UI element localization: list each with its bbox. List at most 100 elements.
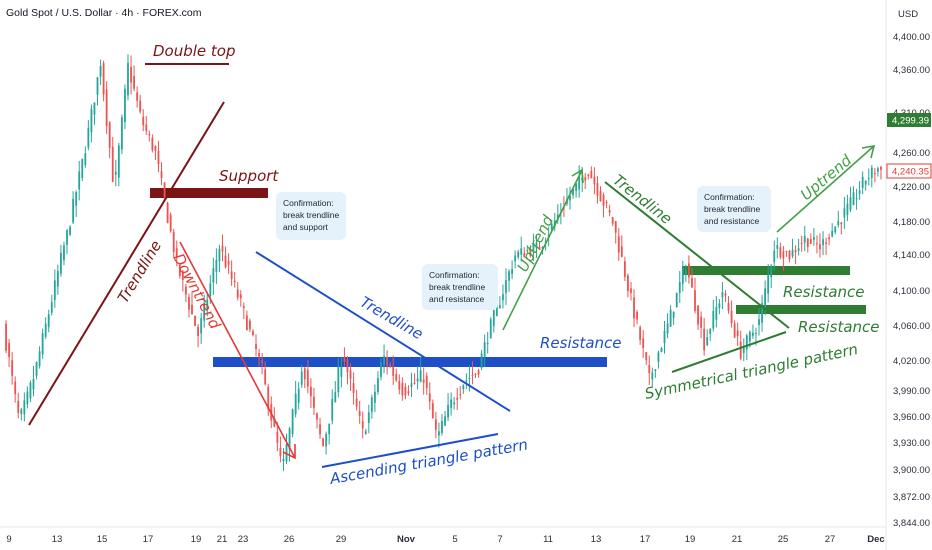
support-zone[interactable] xyxy=(150,188,268,198)
candle-body xyxy=(212,268,215,283)
resistance-zone-mid[interactable] xyxy=(213,357,607,367)
candle-body xyxy=(136,92,139,101)
candle-body xyxy=(858,190,861,194)
price-badge-last-text: 4,240.35 xyxy=(892,167,929,178)
resistance-zone-r2[interactable] xyxy=(736,305,866,314)
candle-body xyxy=(398,381,401,390)
callout-2[interactable]: Confirmation: break trendline and resist… xyxy=(422,264,498,310)
candle-body xyxy=(261,360,264,364)
ascending-triangle-line[interactable] xyxy=(321,433,499,468)
candle-body xyxy=(508,271,510,281)
candle-body xyxy=(389,364,392,367)
candle-body xyxy=(694,290,696,311)
candle-body xyxy=(361,421,364,429)
candle-body xyxy=(498,305,501,308)
candle-body xyxy=(739,341,742,359)
candle-body xyxy=(852,192,855,205)
price-tick-label: 4,260.00 xyxy=(893,148,930,159)
price-tick-label: 4,020.00 xyxy=(893,356,930,367)
candle-body xyxy=(761,303,763,323)
symmetrical-triangle-line[interactable] xyxy=(671,331,787,373)
candle-body xyxy=(105,89,108,127)
candle-body xyxy=(700,316,703,328)
downtrend-arrow[interactable] xyxy=(179,241,296,459)
currency-label[interactable]: USD xyxy=(898,9,918,20)
candle-body xyxy=(386,357,389,366)
candle-body xyxy=(29,382,32,399)
trendline-right[interactable] xyxy=(604,181,790,329)
candle-body xyxy=(5,323,7,351)
callout-1[interactable]: Confirmation: break trendline and suppor… xyxy=(276,192,346,240)
candle-body xyxy=(526,250,529,252)
candle-body xyxy=(139,100,142,112)
candle-body xyxy=(392,367,395,376)
trendline-left[interactable] xyxy=(28,101,225,426)
candle-body xyxy=(517,251,520,258)
time-tick-label: 11 xyxy=(543,534,553,545)
trendline-mid[interactable] xyxy=(255,251,511,412)
candle-body xyxy=(206,299,209,311)
candle-body xyxy=(154,146,157,151)
candle-body xyxy=(691,278,693,288)
candle-body xyxy=(828,237,831,240)
uptrend-arrow-1[interactable] xyxy=(502,169,583,331)
candle-body xyxy=(63,245,65,261)
candle-body xyxy=(373,391,376,403)
candle-body xyxy=(785,251,788,253)
candle-body xyxy=(355,398,358,407)
time-tick-label: 13 xyxy=(591,534,602,545)
downtrend-arrowhead xyxy=(282,444,296,460)
price-tick-label: 4,400.00 xyxy=(893,32,930,43)
candle-body xyxy=(157,151,160,165)
price-axis-bg xyxy=(886,0,932,550)
price-tick-label: 4,360.00 xyxy=(893,65,930,76)
candle-body xyxy=(66,230,68,245)
candle-body xyxy=(703,328,706,351)
candle-body xyxy=(434,419,437,430)
resistance-zone-r1[interactable] xyxy=(682,266,850,275)
candle-body xyxy=(334,392,337,403)
candle-body xyxy=(459,394,462,396)
candle-body xyxy=(636,311,638,320)
candle-body xyxy=(102,63,105,95)
candle-body xyxy=(608,210,611,213)
candle-body xyxy=(56,270,59,287)
candle-body xyxy=(209,283,212,297)
candle-body xyxy=(620,246,623,257)
callout-3[interactable]: Confirmation: break trendline and resist… xyxy=(697,186,771,232)
price-tick-label: 4,220.00 xyxy=(893,182,930,193)
candle-body xyxy=(337,366,340,393)
candle-body xyxy=(523,253,526,258)
candle-body xyxy=(99,66,102,77)
candle-body xyxy=(471,374,474,376)
time-axis-ticks: 9 13 15 17 19 21 23 26 29 Nov 5 7 11 13 17 19 21 25 27 Dec xyxy=(6,534,884,545)
candle-body xyxy=(252,331,254,336)
candle-body xyxy=(825,242,827,245)
candle-body xyxy=(849,197,852,211)
candle-body xyxy=(358,411,361,416)
uptrend-arrow-2[interactable] xyxy=(776,145,875,233)
candle-body xyxy=(812,237,815,240)
candle-body xyxy=(816,243,818,245)
candle-body xyxy=(605,202,608,204)
candle-body xyxy=(742,347,745,353)
callout-3-line-2: break trendline xyxy=(704,204,761,214)
candle-body xyxy=(593,176,596,185)
candle-body xyxy=(584,177,587,181)
candle-body xyxy=(870,167,873,178)
candle-body xyxy=(242,306,245,308)
candle-body xyxy=(687,263,690,278)
candle-body xyxy=(380,362,382,377)
candle-body xyxy=(267,386,270,410)
candle-body xyxy=(480,353,483,369)
candle-body xyxy=(404,386,407,396)
candle-body xyxy=(142,116,145,126)
candle-body xyxy=(340,366,343,377)
time-tick-label: Dec xyxy=(867,534,884,545)
candle-body xyxy=(224,255,227,268)
candle-body xyxy=(69,226,71,235)
candle-body xyxy=(145,124,148,131)
candle-body xyxy=(245,315,248,331)
candle-body xyxy=(431,403,434,419)
